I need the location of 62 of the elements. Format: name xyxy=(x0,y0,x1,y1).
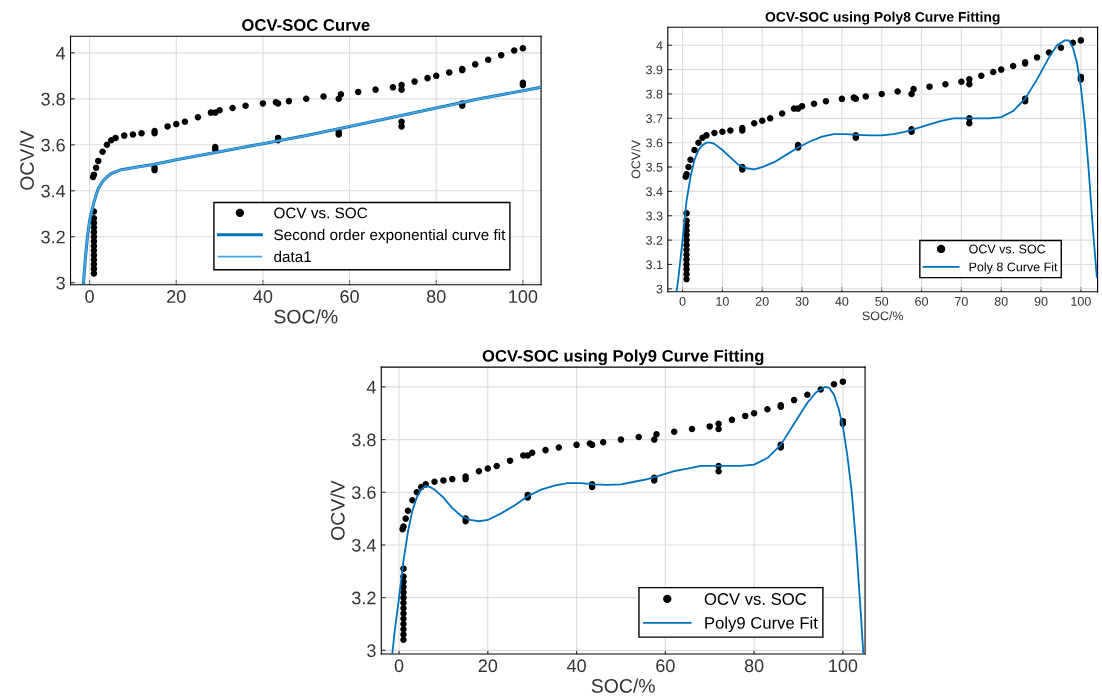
legend-label: Second order exponential curve fit xyxy=(274,228,506,244)
x-tick-label: 20 xyxy=(167,290,186,303)
x-tick-label: 80 xyxy=(744,659,764,673)
x-tick-label: 50 xyxy=(875,296,889,306)
legend-label: data1 xyxy=(274,250,311,263)
y-tick-label: 4 xyxy=(656,41,663,50)
y-tick-label: 3.5 xyxy=(646,162,663,172)
y-axis-title: OCV/V xyxy=(631,140,641,179)
chart-title: OCV-SOC using Poly9 Curve Fitting xyxy=(482,349,764,366)
y-tick-label: 3.3 xyxy=(646,211,663,221)
x-tick-label: 100 xyxy=(509,290,538,303)
y-tick-label: 3.4 xyxy=(646,187,663,197)
legend-label: OCV vs. SOC xyxy=(274,207,368,219)
x-tick-label: 70 xyxy=(955,296,968,306)
x-axis-title: SOC/% xyxy=(274,309,338,324)
y-tick-label: 3.2 xyxy=(646,235,663,245)
x-tick-label: 100 xyxy=(1071,296,1091,306)
y-tick-label: 3.4 xyxy=(352,538,376,552)
x-tick-label: 10 xyxy=(716,296,729,306)
y-tick-label: 3.2 xyxy=(352,591,376,605)
x-tick-label: 40 xyxy=(566,659,586,673)
y-tick-label: 3.6 xyxy=(41,138,65,152)
x-tick-label: 40 xyxy=(835,296,849,306)
y-tick-label: 4 xyxy=(56,46,66,60)
y-tick-label: 3 xyxy=(656,284,663,294)
x-tick-label: 0 xyxy=(85,290,94,303)
x-tick-label: 20 xyxy=(478,659,498,673)
y-tick-label: 3 xyxy=(367,644,376,658)
y-tick-label: 3 xyxy=(56,276,65,290)
chart-title: OCV-SOC Curve xyxy=(242,19,370,31)
x-tick-label: 20 xyxy=(755,296,769,306)
y-tick-label: 3.4 xyxy=(41,184,66,198)
x-tick-label: 100 xyxy=(829,659,858,673)
y-tick-label: 3.6 xyxy=(352,486,376,499)
x-tick-label: 80 xyxy=(426,290,446,303)
x-tick-label: 60 xyxy=(656,659,675,673)
y-axis-title: OCV/V xyxy=(330,480,345,540)
y-tick-label: 3.6 xyxy=(646,138,663,148)
legend-label: Poly9 Curve Fit xyxy=(705,616,818,633)
x-tick-label: 0 xyxy=(679,296,686,306)
x-tick-label: 40 xyxy=(253,290,273,303)
x-axis-title: SOC/% xyxy=(862,311,904,321)
y-tick-label: 3.1 xyxy=(646,260,663,270)
y-tick-label: 3.7 xyxy=(646,114,663,123)
legend-label: Poly 8 Curve Fit xyxy=(969,262,1058,274)
y-tick-label: 4 xyxy=(366,381,376,394)
x-axis-title: SOC/% xyxy=(591,678,655,693)
y-tick-label: 3.8 xyxy=(41,92,65,106)
x-tick-label: 30 xyxy=(795,296,809,306)
x-tick-label: 0 xyxy=(394,659,404,673)
y-tick-label: 3.2 xyxy=(41,230,65,244)
x-tick-label: 60 xyxy=(340,290,359,303)
y-tick-label: 3.9 xyxy=(646,65,663,75)
legend-label: OCV vs. SOC xyxy=(704,593,807,605)
x-tick-label: 90 xyxy=(1034,296,1048,306)
y-axis-title: OCV/V xyxy=(19,130,34,190)
y-tick-label: 3.8 xyxy=(646,89,663,99)
x-tick-label: 60 xyxy=(915,296,928,306)
y-tick-label: 3.8 xyxy=(352,433,376,447)
chart-title: OCV-SOC using Poly8 Curve Fitting xyxy=(765,11,1000,25)
legend-label: OCV vs. SOC xyxy=(969,244,1046,254)
x-tick-label: 80 xyxy=(994,296,1008,306)
